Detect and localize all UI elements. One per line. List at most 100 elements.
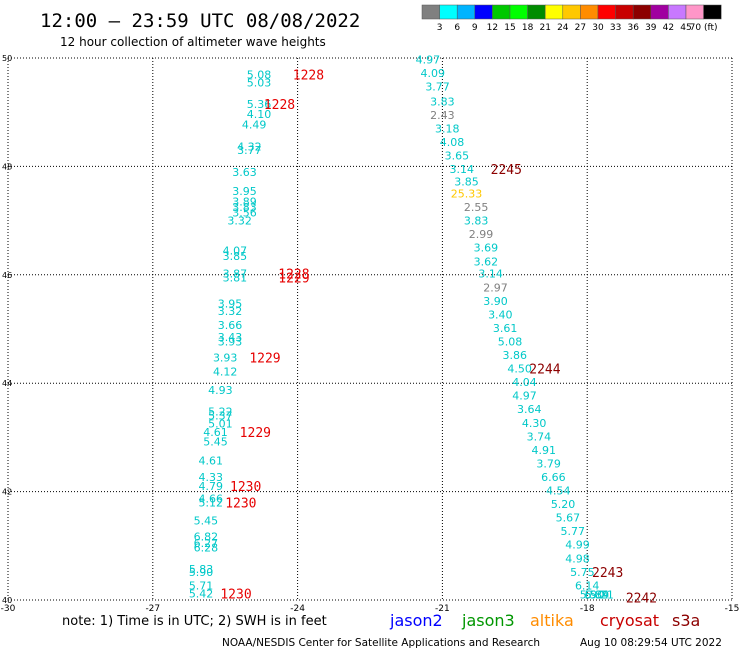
wave-height-point: 3.85	[223, 250, 248, 263]
wave-height-point: 5.90	[580, 589, 605, 602]
wave-height-point: 3.18	[435, 122, 460, 135]
color-scale-tick: 6	[454, 23, 460, 33]
wave-height-point: 3.56	[232, 206, 257, 219]
chart-title: 12:00 – 23:59 UTC 08/08/2022	[40, 10, 360, 32]
pass-time-label: 1228	[264, 98, 295, 113]
wave-height-point: 4.93	[208, 384, 233, 397]
wave-height-point: 4.97	[512, 390, 537, 403]
color-scale-tick: 36	[627, 23, 639, 33]
wave-height-point: 4.04	[512, 376, 537, 389]
wave-height-point: 3.14	[449, 163, 474, 176]
wave-height-point: 3.93	[218, 335, 243, 348]
wave-height-point: 6.82	[194, 531, 219, 544]
x-tick-label: -24	[290, 604, 305, 614]
wave-height-point: 5.37	[208, 410, 233, 423]
wave-height-point: 4.98	[565, 552, 590, 565]
color-scale-tick: 24	[557, 23, 569, 33]
color-swatch	[703, 4, 722, 20]
wave-height-point: 3.64	[517, 403, 542, 416]
wave-height-point: 3.14	[478, 268, 503, 281]
wave-height-point: 2.43	[430, 109, 455, 122]
footer-note: note: 1) Time is in UTC; 2) SWH is in fe…	[62, 614, 327, 629]
color-swatch	[509, 4, 528, 20]
color-swatch	[562, 4, 581, 20]
color-swatch	[597, 4, 616, 20]
pass-time-label: 1229	[240, 426, 271, 441]
color-scale-tick: 30	[592, 23, 604, 33]
footer-timestamp: Aug 10 08:29:54 UTC 2022	[580, 637, 722, 649]
wave-height-point: 3.79	[536, 457, 561, 470]
y-tick-label: 44	[2, 379, 12, 388]
pass-time-label: 1230	[220, 587, 251, 602]
color-swatch	[527, 4, 546, 20]
wave-height-point: 4.66	[198, 493, 223, 506]
wave-height-point: 3.32	[218, 305, 243, 318]
wave-height-point: 5.45	[203, 436, 228, 449]
wave-height-point: 5.08	[247, 68, 272, 81]
color-scale-tick: 39	[645, 23, 657, 33]
wave-height-point: 5.75	[570, 566, 595, 579]
wave-height-point: 5.22	[208, 405, 233, 418]
wave-height-point: 3.81	[223, 272, 248, 285]
wave-height-point: 4.49	[242, 119, 267, 132]
pass-time-labels: 1228122812281229122912291230123012302245…	[220, 68, 657, 606]
wave-height-point: 4.07	[223, 244, 248, 257]
wave-height-point: 4.91	[532, 444, 557, 457]
wave-height-point: 3.74	[527, 430, 552, 443]
satellite-legend: jason2 jason3 altika cryosat s3a	[389, 611, 700, 630]
wave-height-point: 4.09	[420, 67, 445, 80]
pass-time-label: 2243	[592, 566, 623, 581]
wave-height-point: 25.33	[451, 188, 483, 201]
color-scale-tick: 27	[575, 23, 586, 33]
color-swatch	[668, 4, 687, 20]
wave-height-point: 4.33	[198, 471, 223, 484]
satellite-legend-item: cryosat	[600, 611, 659, 630]
x-tick-label: -18	[580, 604, 595, 614]
chart-subtitle: 12 hour collection of altimeter wave hei…	[60, 35, 326, 49]
wave-height-point: 3.95	[218, 298, 243, 311]
axis-ticks: -30 -27 -24 -21 -18 -15 40 42 44 46 48 50	[1, 54, 740, 614]
color-swatch	[632, 4, 652, 20]
wave-height-point: 6.27	[194, 537, 219, 550]
wave-height-point: 5.21	[589, 589, 614, 602]
wave-height-point: 5.01	[208, 417, 233, 430]
y-tick-label: 42	[2, 488, 12, 497]
wave-height-point: 5.67	[556, 512, 581, 525]
wave-height-point: 6.14	[575, 579, 600, 592]
wave-height-point: 5.20	[551, 498, 576, 511]
grid-lines	[7, 57, 733, 601]
wave-height-point: 5.77	[560, 525, 585, 538]
wave-height-point: 4.79	[198, 480, 223, 493]
wave-height-point: 3.43	[218, 331, 243, 344]
x-tick-label: -21	[435, 604, 450, 614]
wave-height-point: 4.54	[546, 485, 571, 498]
y-tick-label: 48	[2, 162, 12, 171]
color-swatch	[544, 4, 564, 20]
wave-height-point: 5.83	[189, 563, 214, 576]
wave-height-point: 3.69	[474, 242, 499, 255]
wave-height-point: 5.71	[189, 579, 214, 592]
pass-time-label: 1229	[278, 272, 309, 287]
wave-height-point: 6.39	[585, 589, 610, 602]
wave-height-point: 3.77	[425, 81, 450, 94]
wave-height-point: 4.32	[237, 140, 262, 153]
wave-height-point: 4.97	[416, 54, 441, 67]
wave-height-point: 4.61	[198, 455, 223, 468]
wave-height-point: 4.10	[247, 108, 272, 121]
track-left: 5.085.035.364.104.494.323.773.633.953.89…	[189, 68, 271, 600]
satellite-legend-item: jason2	[389, 611, 443, 630]
wave-height-point: 4.50	[507, 363, 532, 376]
footer-credit: NOAA/NESDIS Center for Satellite Applica…	[222, 637, 540, 649]
wave-height-point: 3.85	[454, 176, 479, 189]
wave-height-point: 5.84	[585, 589, 610, 602]
color-scale-tick: 9	[472, 23, 478, 33]
color-swatch	[580, 4, 599, 20]
wave-height-point: 3.86	[503, 349, 528, 362]
wave-height-point: 3.61	[493, 322, 518, 335]
satellite-legend-item: s3a	[672, 611, 700, 630]
wave-height-point: 5.36	[247, 98, 272, 111]
wave-height-point: 3.87	[223, 268, 248, 281]
